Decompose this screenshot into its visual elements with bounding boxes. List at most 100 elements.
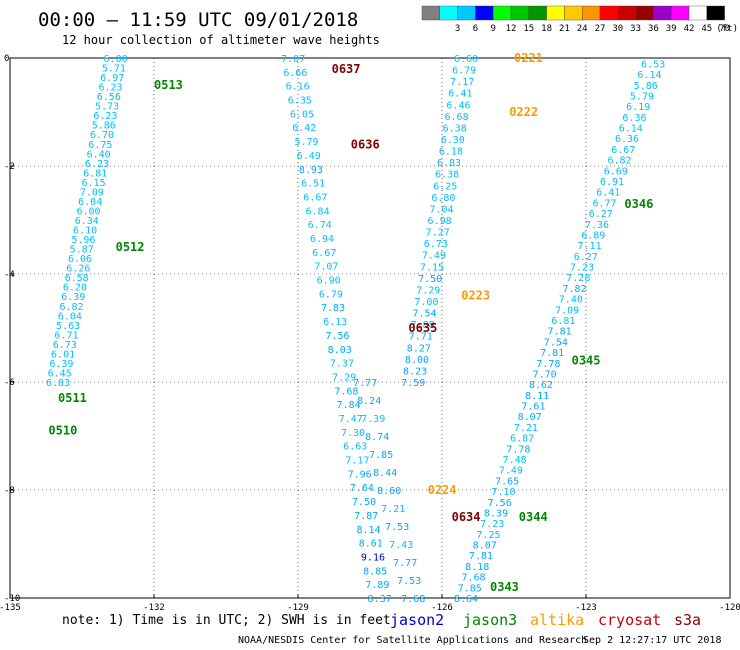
plot-frame — [9, 57, 731, 599]
wave-height-point: 7.48 — [503, 455, 527, 466]
wave-height-point: 8.14 — [356, 525, 380, 536]
wave-height-point: 6.75 — [88, 140, 112, 151]
wave-height-point: 7.68 — [401, 594, 425, 605]
wave-height-point: 7.65 — [495, 476, 519, 487]
credit-line: NOAA/NESDIS Center for Satellite Applica… — [238, 635, 587, 646]
x-tick-label: -129 — [287, 603, 309, 613]
legend-swatch — [439, 5, 458, 21]
pass-label: 0513 — [154, 78, 183, 92]
legend-swatch — [493, 5, 512, 21]
legend-swatch — [688, 5, 707, 21]
wave-height-point: 6.26 — [66, 264, 90, 275]
wave-height-point: 7.30 — [341, 428, 365, 439]
wave-height-point: 6.27 — [574, 252, 598, 263]
wave-height-point: 6.30 — [441, 135, 465, 146]
wave-height-point: 6.14 — [619, 124, 643, 135]
y-tick-label: -10 — [4, 594, 20, 604]
wave-height-point: 5.96 — [71, 235, 95, 246]
wave-height-point: 6.66 — [283, 68, 307, 79]
wave-height-point: 7.23 — [480, 519, 504, 530]
wave-height-point: 6.83 — [46, 378, 70, 389]
wave-height-point: 6.68 — [445, 112, 469, 123]
wave-height-point: 7.29 — [332, 372, 356, 383]
wave-height-point: 5.71 — [102, 64, 126, 75]
wave-height-point: 6.04 — [78, 197, 102, 208]
wave-height-point: 7.85 — [369, 450, 393, 461]
wave-height-point: 8.64 — [454, 594, 478, 605]
wave-height-point: 7.15 — [420, 262, 444, 273]
legend-label: 30 — [612, 24, 623, 34]
y-tick-label: -8 — [4, 486, 15, 496]
wave-height-point: 6.05 — [290, 109, 314, 120]
wave-height-point: 7.21 — [514, 423, 538, 434]
legend-swatch — [617, 5, 636, 21]
y-tick-label: 0 — [4, 54, 9, 64]
wave-height-point: 6.45 — [48, 368, 72, 379]
wave-height-point: 6.53 — [641, 59, 665, 70]
satellite-label-altika: altika — [530, 611, 584, 629]
wave-height-point: 6.80 — [431, 193, 455, 204]
wave-height-point: 7.81 — [469, 551, 493, 562]
wave-height-point: 7.87 — [354, 511, 378, 522]
wave-height-point: 7.36 — [585, 220, 609, 231]
legend-label: 39 — [666, 24, 677, 34]
wave-height-point: 7.09 — [80, 187, 104, 198]
legend-label: 45 — [701, 24, 712, 34]
color-legend: 3 6 9 12 15 18 21 24 27 30 33 36 39 42 45 70(ft) — [421, 5, 738, 34]
wave-height-point: 7.56 — [488, 498, 512, 509]
wave-height-point: 7.88 — [411, 320, 435, 331]
wave-height-point: 6.82 — [607, 156, 631, 167]
units-note: note: 1) Time is in UTC; 2) SWH is in fe… — [62, 613, 391, 628]
wave-height-point: 7.54 — [412, 309, 436, 320]
x-tick-label: -126 — [431, 603, 453, 613]
wave-height-point: 6.63 — [343, 442, 367, 453]
wave-height-point: 6.69 — [604, 166, 628, 177]
wave-height-point: 7.53 — [385, 522, 409, 533]
wave-height-point: 7.47 — [339, 414, 363, 425]
legend-swatch — [475, 5, 494, 21]
wave-height-point: 6.46 — [446, 100, 470, 111]
wave-height-point: 7.59 — [401, 378, 425, 389]
pass-label: 0221 — [514, 51, 543, 65]
wave-height-point: 9.16 — [361, 552, 385, 563]
wave-height-point: 7.70 — [533, 369, 557, 380]
wave-height-point: 8.11 — [525, 391, 549, 402]
wave-height-point: 8.03 — [328, 345, 352, 356]
legend-label: 33 — [630, 24, 641, 34]
wave-height-point: 6.27 — [589, 209, 613, 220]
wave-height-point: 7.85 — [458, 583, 482, 594]
legend-unit: (ft) — [716, 24, 738, 34]
wave-height-point: 6.10 — [73, 226, 97, 237]
wave-height-point: 7.07 — [314, 262, 338, 273]
wave-height-point: 6.41 — [448, 89, 472, 100]
wave-height-point: 7.10 — [491, 487, 515, 498]
legend-label: 15 — [523, 24, 534, 34]
wave-height-point: 8.27 — [407, 343, 431, 354]
satellite-label-jason3: jason3 — [463, 611, 517, 629]
wave-height-point: 6.97 — [100, 73, 124, 84]
chart-title: 00:00 – 11:59 UTC 09/01/2018 — [38, 9, 358, 31]
wave-height-point: 6.58 — [65, 273, 89, 284]
wave-height-point: 6.13 — [323, 317, 347, 328]
legend-label: 12 — [506, 24, 517, 34]
wave-height-point: 8.61 — [359, 539, 383, 550]
wave-height-point: 6.67 — [312, 248, 336, 259]
pass-label: 0222 — [509, 105, 538, 119]
wave-height-point: 8.18 — [465, 562, 489, 573]
wave-height-point: 8.60 — [377, 486, 401, 497]
grid-lines — [10, 58, 730, 598]
wave-height-point: 7.28 — [566, 273, 590, 284]
wave-height-point: 7.82 — [563, 284, 587, 295]
legend-label: 9 — [490, 24, 495, 34]
wave-height-point: 5.79 — [630, 91, 654, 102]
wave-height-point: 6.42 — [292, 123, 316, 134]
wave-height-point: 6.56 — [97, 92, 121, 103]
wave-height-point: 6.39 — [61, 292, 85, 303]
wave-height-point: 5.86 — [92, 121, 116, 132]
wave-height-point: 5.87 — [70, 245, 94, 256]
wave-height-point: 8.44 — [373, 468, 397, 479]
wave-height-point: 6.15 — [82, 178, 106, 189]
wave-height-point: 7.53 — [397, 576, 421, 587]
wave-height-point: 7.84 — [337, 400, 361, 411]
wave-height-point: 7.89 — [365, 580, 389, 591]
